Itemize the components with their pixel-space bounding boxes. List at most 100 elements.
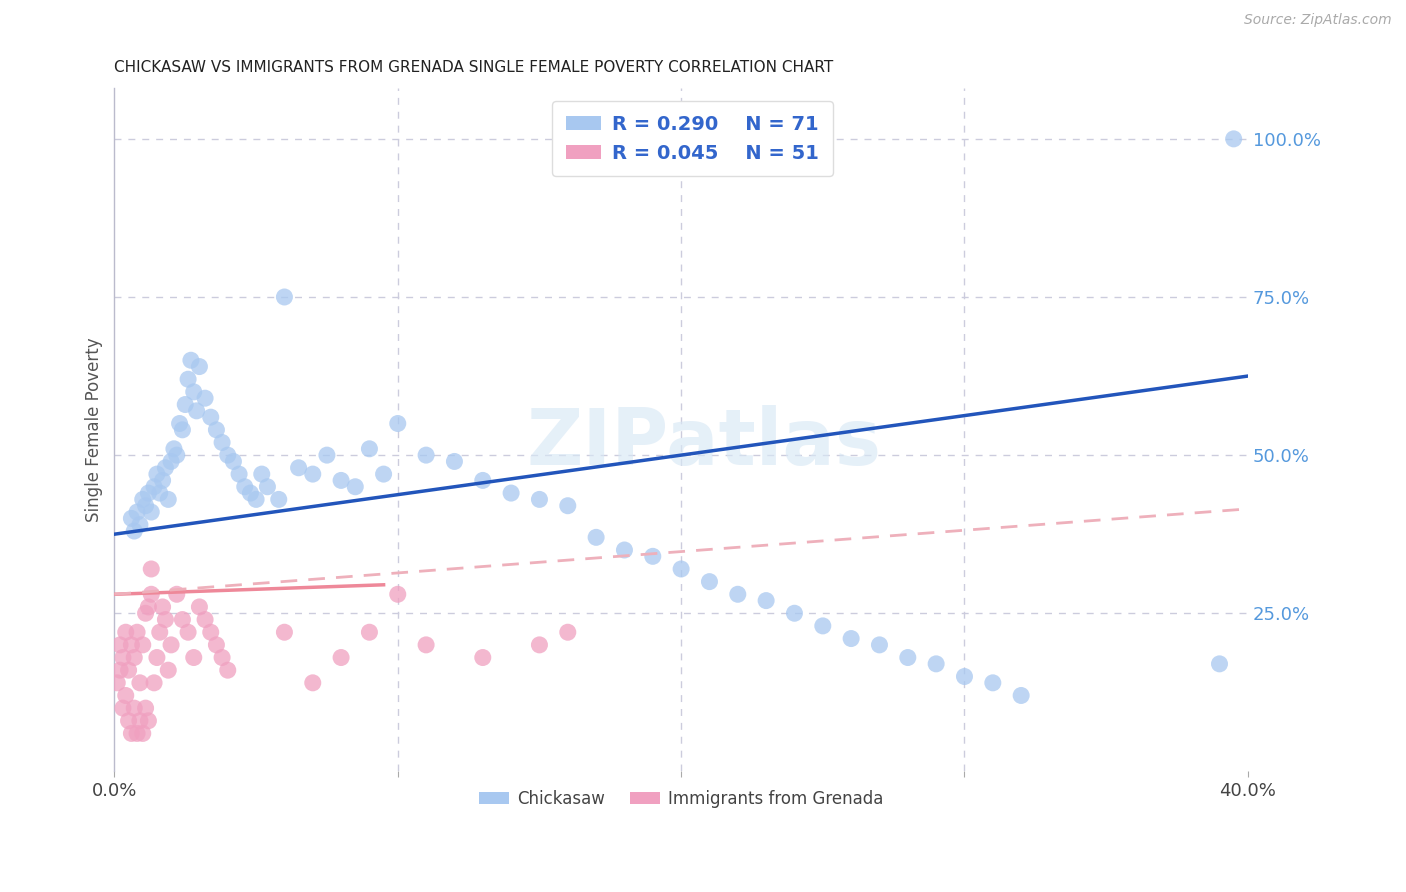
Point — [117, 663, 139, 677]
Point — [183, 384, 205, 399]
Point — [267, 492, 290, 507]
Point — [501, 486, 523, 500]
Point — [160, 454, 183, 468]
Point — [200, 410, 222, 425]
Point — [250, 467, 273, 482]
Point — [239, 486, 262, 500]
Point — [897, 650, 920, 665]
Point — [641, 549, 664, 564]
Point — [143, 480, 166, 494]
Point — [529, 492, 551, 507]
Point — [613, 543, 636, 558]
Point — [869, 638, 891, 652]
Point — [839, 632, 862, 646]
Point — [471, 474, 494, 488]
Point — [135, 499, 157, 513]
Point — [149, 486, 172, 500]
Point — [135, 701, 157, 715]
Point — [186, 404, 208, 418]
Point — [727, 587, 749, 601]
Point — [125, 505, 148, 519]
Text: ZIPatlas: ZIPatlas — [526, 406, 882, 482]
Point — [387, 417, 409, 431]
Point — [117, 714, 139, 728]
Point — [114, 625, 136, 640]
Point — [301, 676, 323, 690]
Point — [217, 663, 239, 677]
Point — [125, 726, 148, 740]
Point — [141, 587, 163, 601]
Point — [211, 650, 233, 665]
Text: Source: ZipAtlas.com: Source: ZipAtlas.com — [1244, 13, 1392, 28]
Point — [811, 619, 834, 633]
Point — [222, 454, 245, 468]
Point — [443, 454, 465, 468]
Text: CHICKASAW VS IMMIGRANTS FROM GRENADA SINGLE FEMALE POVERTY CORRELATION CHART: CHICKASAW VS IMMIGRANTS FROM GRENADA SIN… — [114, 60, 834, 75]
Point — [557, 625, 579, 640]
Point — [120, 726, 142, 740]
Point — [344, 480, 367, 494]
Point — [166, 587, 188, 601]
Point — [141, 505, 163, 519]
Point — [256, 480, 278, 494]
Point — [160, 638, 183, 652]
Point — [129, 517, 152, 532]
Point — [141, 562, 163, 576]
Point — [557, 499, 579, 513]
Point — [146, 650, 169, 665]
Point — [373, 467, 395, 482]
Point — [415, 448, 437, 462]
Point — [188, 599, 211, 614]
Point — [245, 492, 267, 507]
Point — [149, 625, 172, 640]
Point — [415, 638, 437, 652]
Point — [125, 625, 148, 640]
Point — [152, 599, 174, 614]
Point — [287, 460, 309, 475]
Point — [273, 625, 295, 640]
Point — [585, 530, 607, 544]
Point — [129, 676, 152, 690]
Point — [194, 391, 217, 405]
Point — [180, 353, 202, 368]
Point — [152, 474, 174, 488]
Point — [200, 625, 222, 640]
Point — [169, 417, 191, 431]
Point — [138, 599, 160, 614]
Point — [1208, 657, 1230, 671]
Point — [111, 650, 134, 665]
Point — [122, 524, 145, 538]
Point — [194, 613, 217, 627]
Point — [669, 562, 692, 576]
Point — [166, 448, 188, 462]
Point — [105, 676, 128, 690]
Point — [157, 492, 180, 507]
Point — [138, 714, 160, 728]
Point — [138, 486, 160, 500]
Point — [387, 587, 409, 601]
Point — [330, 650, 353, 665]
Point — [205, 423, 228, 437]
Point — [211, 435, 233, 450]
Point — [114, 689, 136, 703]
Point — [111, 701, 134, 715]
Point — [233, 480, 256, 494]
Point — [359, 625, 381, 640]
Point — [108, 663, 131, 677]
Point — [172, 613, 194, 627]
Point — [205, 638, 228, 652]
Point — [330, 474, 353, 488]
Point — [981, 676, 1004, 690]
Point — [471, 650, 494, 665]
Legend: Chickasaw, Immigrants from Grenada: Chickasaw, Immigrants from Grenada — [472, 783, 890, 814]
Point — [183, 650, 205, 665]
Point — [699, 574, 721, 589]
Point — [132, 726, 155, 740]
Point — [359, 442, 381, 456]
Point — [155, 613, 177, 627]
Point — [925, 657, 948, 671]
Point — [316, 448, 339, 462]
Point — [122, 650, 145, 665]
Point — [172, 423, 194, 437]
Point — [174, 398, 197, 412]
